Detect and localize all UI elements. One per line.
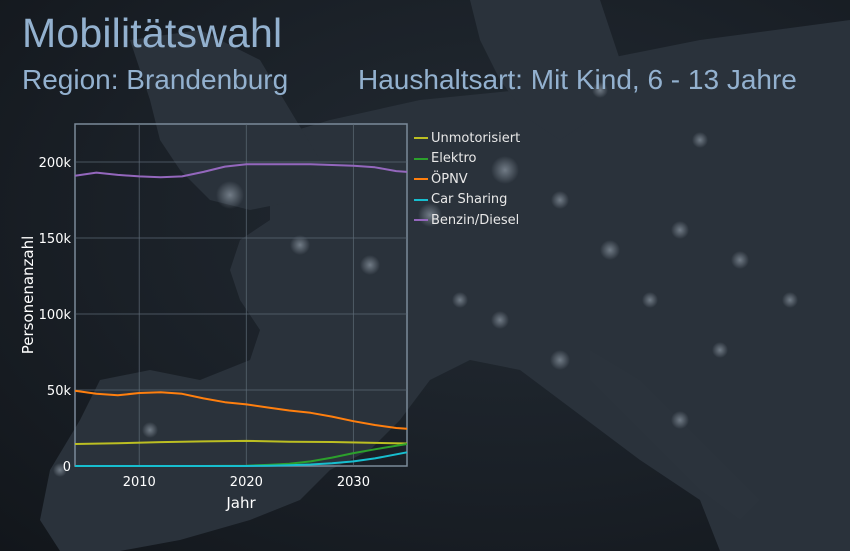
gridlines (75, 124, 407, 466)
legend-swatch (414, 198, 428, 201)
italy-land (590, 350, 760, 520)
legend-label: Benzin/Diesel (431, 212, 520, 228)
x-tick-label: 2010 (123, 475, 156, 490)
y-tick-label: 150k (39, 232, 72, 247)
series-line-elektro (75, 443, 408, 467)
x-tick-label: 2020 (230, 475, 263, 490)
x-tick-label: 2030 (337, 475, 370, 490)
legend-label: Unmotorisiert (431, 130, 521, 146)
series-lines (74, 163, 408, 467)
legend-label: Car Sharing (431, 192, 508, 208)
legend-item[interactable]: Elektro (414, 149, 520, 170)
y-tick-label: 0 (63, 460, 71, 475)
legend-swatch (414, 157, 428, 160)
legend-item[interactable]: Unmotorisiert (414, 128, 520, 149)
legend-swatch (414, 137, 428, 140)
y-tick-label: 200k (39, 156, 72, 171)
region-subtitle: Region: Brandenburg (22, 64, 289, 95)
series-line--pnv (74, 389, 408, 430)
household-subtitle: Haushaltsart: Mit Kind, 6 - 13 Jahre (358, 64, 797, 95)
legend-item[interactable]: Benzin/Diesel (414, 210, 520, 231)
series-line-benzin-diesel (74, 163, 408, 179)
tick-labels: 2010 2020 2030 0 50k 100k 150k 200k (39, 156, 370, 490)
legend: Unmotorisiert Elektro ÖPNV Car Sharing Benzi… (414, 128, 520, 231)
legend-swatch (414, 178, 428, 181)
x-axis-title: Jahr (225, 494, 256, 512)
series-line-unmotorisiert (74, 439, 408, 445)
scandinavia-land (470, 0, 620, 140)
legend-item[interactable]: ÖPNV (414, 169, 520, 190)
chart-title: Mobilitätswahl (22, 10, 283, 56)
legend-label: ÖPNV (431, 171, 468, 187)
legend-label: Elektro (431, 151, 477, 167)
series-line-car-sharing (75, 451, 408, 467)
y-tick-label: 50k (47, 384, 72, 399)
y-axis-title: Personenanzahl (19, 236, 37, 355)
y-tick-label: 100k (39, 308, 72, 323)
legend-swatch (414, 219, 428, 222)
legend-item[interactable]: Car Sharing (414, 190, 520, 211)
city-lights (53, 82, 798, 477)
